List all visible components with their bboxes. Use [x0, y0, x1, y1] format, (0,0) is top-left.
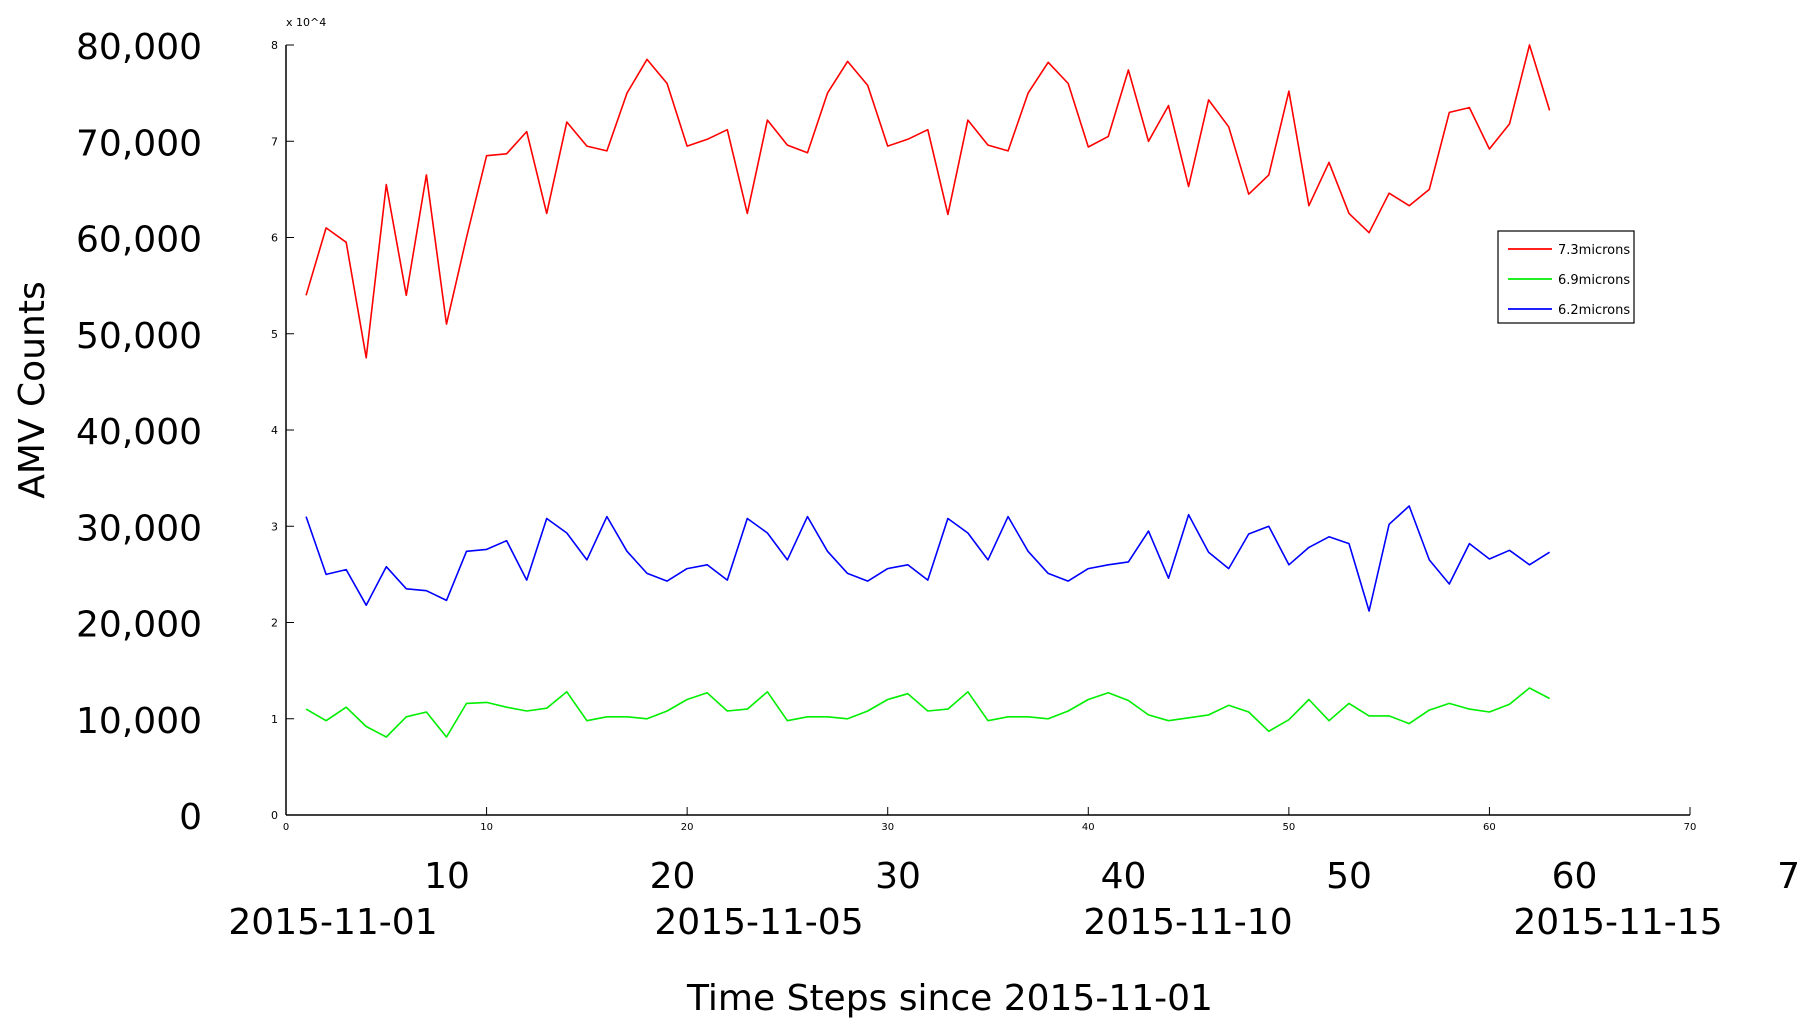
y-tick-labels: 0 10,000 20,000 30,000 40,000 50,000 60,000 70,…: [76, 27, 202, 838]
date-tick-label: 2015-11-15: [1513, 902, 1722, 943]
legend-label: 6.9microns: [1558, 273, 1630, 288]
inner-y-tick-label: 8: [271, 39, 278, 52]
x-tick-label: 40: [1101, 856, 1147, 897]
inner-x-tick-label: 40: [1082, 822, 1095, 833]
inner-y-tick-label: 2: [271, 617, 278, 630]
y-tick-label: 10,000: [76, 701, 202, 742]
x-tick-label: 30: [875, 856, 921, 897]
y-tick-label: 30,000: [76, 508, 202, 549]
inner-y-tick-label: 7: [271, 135, 278, 148]
date-tick-label: 2015-11-01: [228, 902, 437, 943]
y-tick-label: 60,000: [76, 220, 202, 261]
legend-label: 7.3microns: [1558, 243, 1630, 258]
inner-y-tick-label: 0: [271, 809, 278, 822]
x-axis-title: Time Steps since 2015-11-01: [686, 978, 1213, 1019]
x-tick-label: 50: [1326, 856, 1372, 897]
x-tick-label: 20: [650, 856, 696, 897]
series-line-6-9microns: [305, 687, 1550, 738]
x-tick-label: 70: [1777, 856, 1798, 897]
x-tick-label: 10: [424, 856, 470, 897]
series-lines: [305, 44, 1551, 738]
y-tick-label: 50,000: [76, 316, 202, 357]
y-tick-label: 20,000: [76, 605, 202, 646]
y-tick-label: 70,000: [76, 123, 202, 164]
inner-y-tick-label: 5: [271, 328, 278, 341]
y-axis-title: AMV Counts: [12, 281, 53, 498]
series-line-6-2microns: [305, 505, 1551, 612]
inner-x-tick-label: 20: [681, 822, 694, 833]
inner-x-tick-label: 60: [1483, 822, 1496, 833]
inner-y-exponent: x 10^4: [286, 16, 326, 29]
legend-label: 6.2microns: [1558, 303, 1630, 318]
inner-x-tick-label: 50: [1282, 822, 1295, 833]
series-line-7-3microns: [305, 44, 1551, 359]
inner-x-tick-labels: 0 10 20 30 40 50 60 70: [283, 807, 1697, 833]
inner-y-tick-label: 4: [271, 424, 278, 437]
x-tick-labels: 10 20 30 40 50 60 70: [424, 856, 1798, 897]
date-tick-labels: 2015-11-01 2015-11-05 2015-11-10 2015-11-15: [228, 902, 1722, 943]
y-tick-label: 40,000: [76, 412, 202, 453]
inner-x-tick-label: 10: [480, 822, 493, 833]
inner-y-tick-label: 1: [271, 713, 278, 726]
legend-box: [1497, 230, 1635, 324]
inner-y-tick-label: 6: [271, 232, 278, 245]
inner-y-tick-labels: 0 1 2 3 4 5 6 7 8: [271, 39, 294, 822]
date-tick-label: 2015-11-05: [654, 902, 863, 943]
legend: 7.3microns 6.9microns 6.2microns: [1497, 230, 1635, 324]
inner-x-tick-label: 30: [881, 822, 894, 833]
inner-y-tick-label: 3: [271, 520, 278, 533]
date-tick-label: 2015-11-10: [1083, 902, 1292, 943]
inner-x-tick-label: 0: [283, 822, 289, 833]
x-tick-label: 60: [1552, 856, 1598, 897]
y-tick-label: 80,000: [76, 27, 202, 68]
inner-x-tick-label: 70: [1684, 822, 1697, 833]
y-tick-label: 0: [179, 797, 202, 838]
